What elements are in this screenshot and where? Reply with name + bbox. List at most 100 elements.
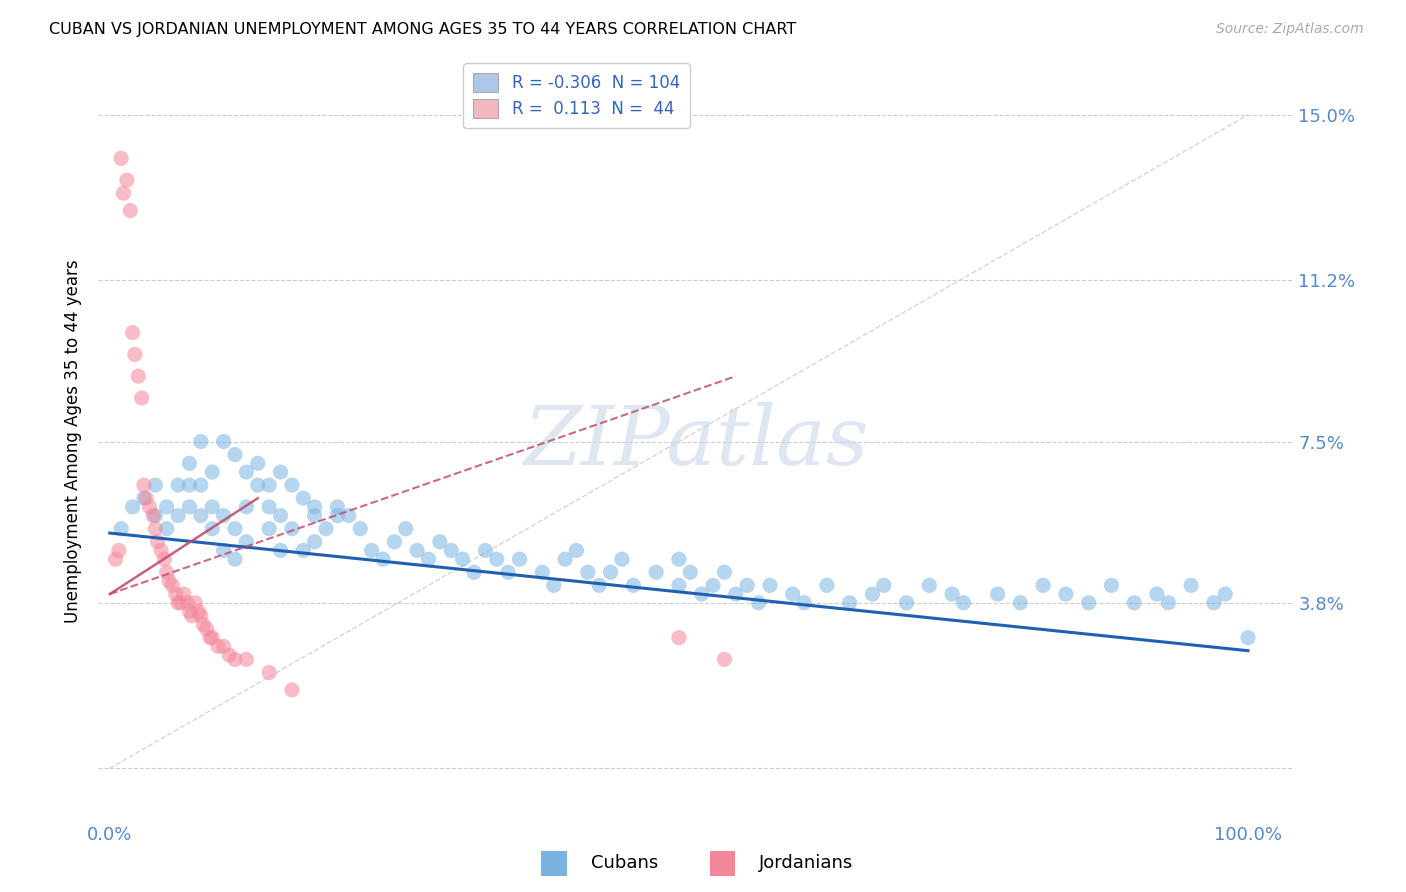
Point bbox=[121, 500, 143, 514]
Point bbox=[110, 151, 132, 165]
Point bbox=[201, 465, 224, 479]
Point bbox=[169, 596, 191, 610]
Point bbox=[132, 478, 155, 492]
Point bbox=[1237, 631, 1260, 645]
Point bbox=[167, 478, 190, 492]
Point bbox=[150, 543, 173, 558]
Point bbox=[257, 522, 280, 536]
Point bbox=[135, 491, 157, 506]
Point bbox=[138, 500, 160, 514]
Point bbox=[187, 605, 209, 619]
Text: Source: ZipAtlas.com: Source: ZipAtlas.com bbox=[1216, 22, 1364, 37]
Point bbox=[599, 566, 621, 580]
Point bbox=[156, 566, 179, 580]
Point bbox=[337, 508, 360, 523]
Point bbox=[142, 508, 165, 523]
Point bbox=[292, 543, 315, 558]
Point bbox=[201, 631, 224, 645]
Point bbox=[143, 508, 166, 523]
Point bbox=[224, 522, 246, 536]
Point bbox=[207, 640, 229, 654]
Point bbox=[270, 508, 292, 523]
Point bbox=[1180, 578, 1202, 592]
Point bbox=[179, 478, 201, 492]
Point bbox=[218, 648, 240, 662]
Point bbox=[115, 173, 138, 187]
Point bbox=[360, 543, 382, 558]
Point bbox=[195, 622, 218, 636]
Point bbox=[349, 522, 371, 536]
Point bbox=[270, 465, 292, 479]
Point bbox=[554, 552, 576, 566]
Point bbox=[873, 578, 896, 592]
Point bbox=[474, 543, 496, 558]
Point bbox=[281, 682, 304, 697]
Point bbox=[176, 596, 198, 610]
Point bbox=[246, 478, 269, 492]
Point bbox=[1123, 596, 1146, 610]
Point bbox=[509, 552, 531, 566]
Point bbox=[1010, 596, 1032, 610]
Point bbox=[235, 534, 257, 549]
Point bbox=[146, 534, 169, 549]
Point bbox=[190, 508, 212, 523]
Point bbox=[127, 369, 149, 384]
Point bbox=[190, 478, 212, 492]
Point bbox=[565, 543, 588, 558]
Point bbox=[621, 578, 644, 592]
Point bbox=[156, 500, 179, 514]
Point bbox=[179, 500, 201, 514]
Point bbox=[668, 578, 690, 592]
Point bbox=[941, 587, 963, 601]
Point bbox=[440, 543, 463, 558]
Point bbox=[304, 508, 326, 523]
Point bbox=[418, 552, 440, 566]
Point bbox=[124, 347, 146, 361]
Point bbox=[281, 522, 304, 536]
Point bbox=[713, 566, 735, 580]
Point bbox=[496, 566, 519, 580]
Point bbox=[382, 534, 405, 549]
Point bbox=[246, 456, 269, 470]
Point bbox=[143, 522, 166, 536]
Point bbox=[224, 552, 246, 566]
Point bbox=[610, 552, 633, 566]
Point bbox=[184, 596, 207, 610]
Point bbox=[326, 508, 349, 523]
Point bbox=[838, 596, 860, 610]
Point bbox=[748, 596, 770, 610]
Point bbox=[315, 522, 337, 536]
Point bbox=[395, 522, 418, 536]
Point bbox=[131, 391, 153, 405]
Point bbox=[690, 587, 713, 601]
Point bbox=[165, 587, 187, 601]
Point bbox=[429, 534, 451, 549]
Point bbox=[179, 605, 201, 619]
Point bbox=[371, 552, 394, 566]
Point bbox=[212, 434, 235, 449]
Point bbox=[1054, 587, 1077, 601]
Point bbox=[292, 491, 315, 506]
Point bbox=[326, 500, 349, 514]
Point bbox=[668, 631, 690, 645]
Point bbox=[463, 566, 485, 580]
Point bbox=[270, 543, 292, 558]
Text: ZIPatlas: ZIPatlas bbox=[523, 401, 869, 482]
Point bbox=[952, 596, 974, 610]
Point bbox=[543, 578, 565, 592]
Text: Jordanians: Jordanians bbox=[759, 855, 853, 872]
Point bbox=[132, 491, 155, 506]
Point bbox=[576, 566, 599, 580]
Point bbox=[1099, 578, 1122, 592]
Point bbox=[190, 608, 212, 623]
Point bbox=[198, 631, 221, 645]
Point bbox=[190, 434, 212, 449]
Point bbox=[815, 578, 838, 592]
Point bbox=[167, 596, 190, 610]
Point bbox=[485, 552, 508, 566]
Y-axis label: Unemployment Among Ages 35 to 44 years: Unemployment Among Ages 35 to 44 years bbox=[63, 260, 82, 624]
Point bbox=[304, 534, 326, 549]
Point bbox=[108, 543, 131, 558]
Point bbox=[257, 500, 280, 514]
Point bbox=[257, 478, 280, 492]
